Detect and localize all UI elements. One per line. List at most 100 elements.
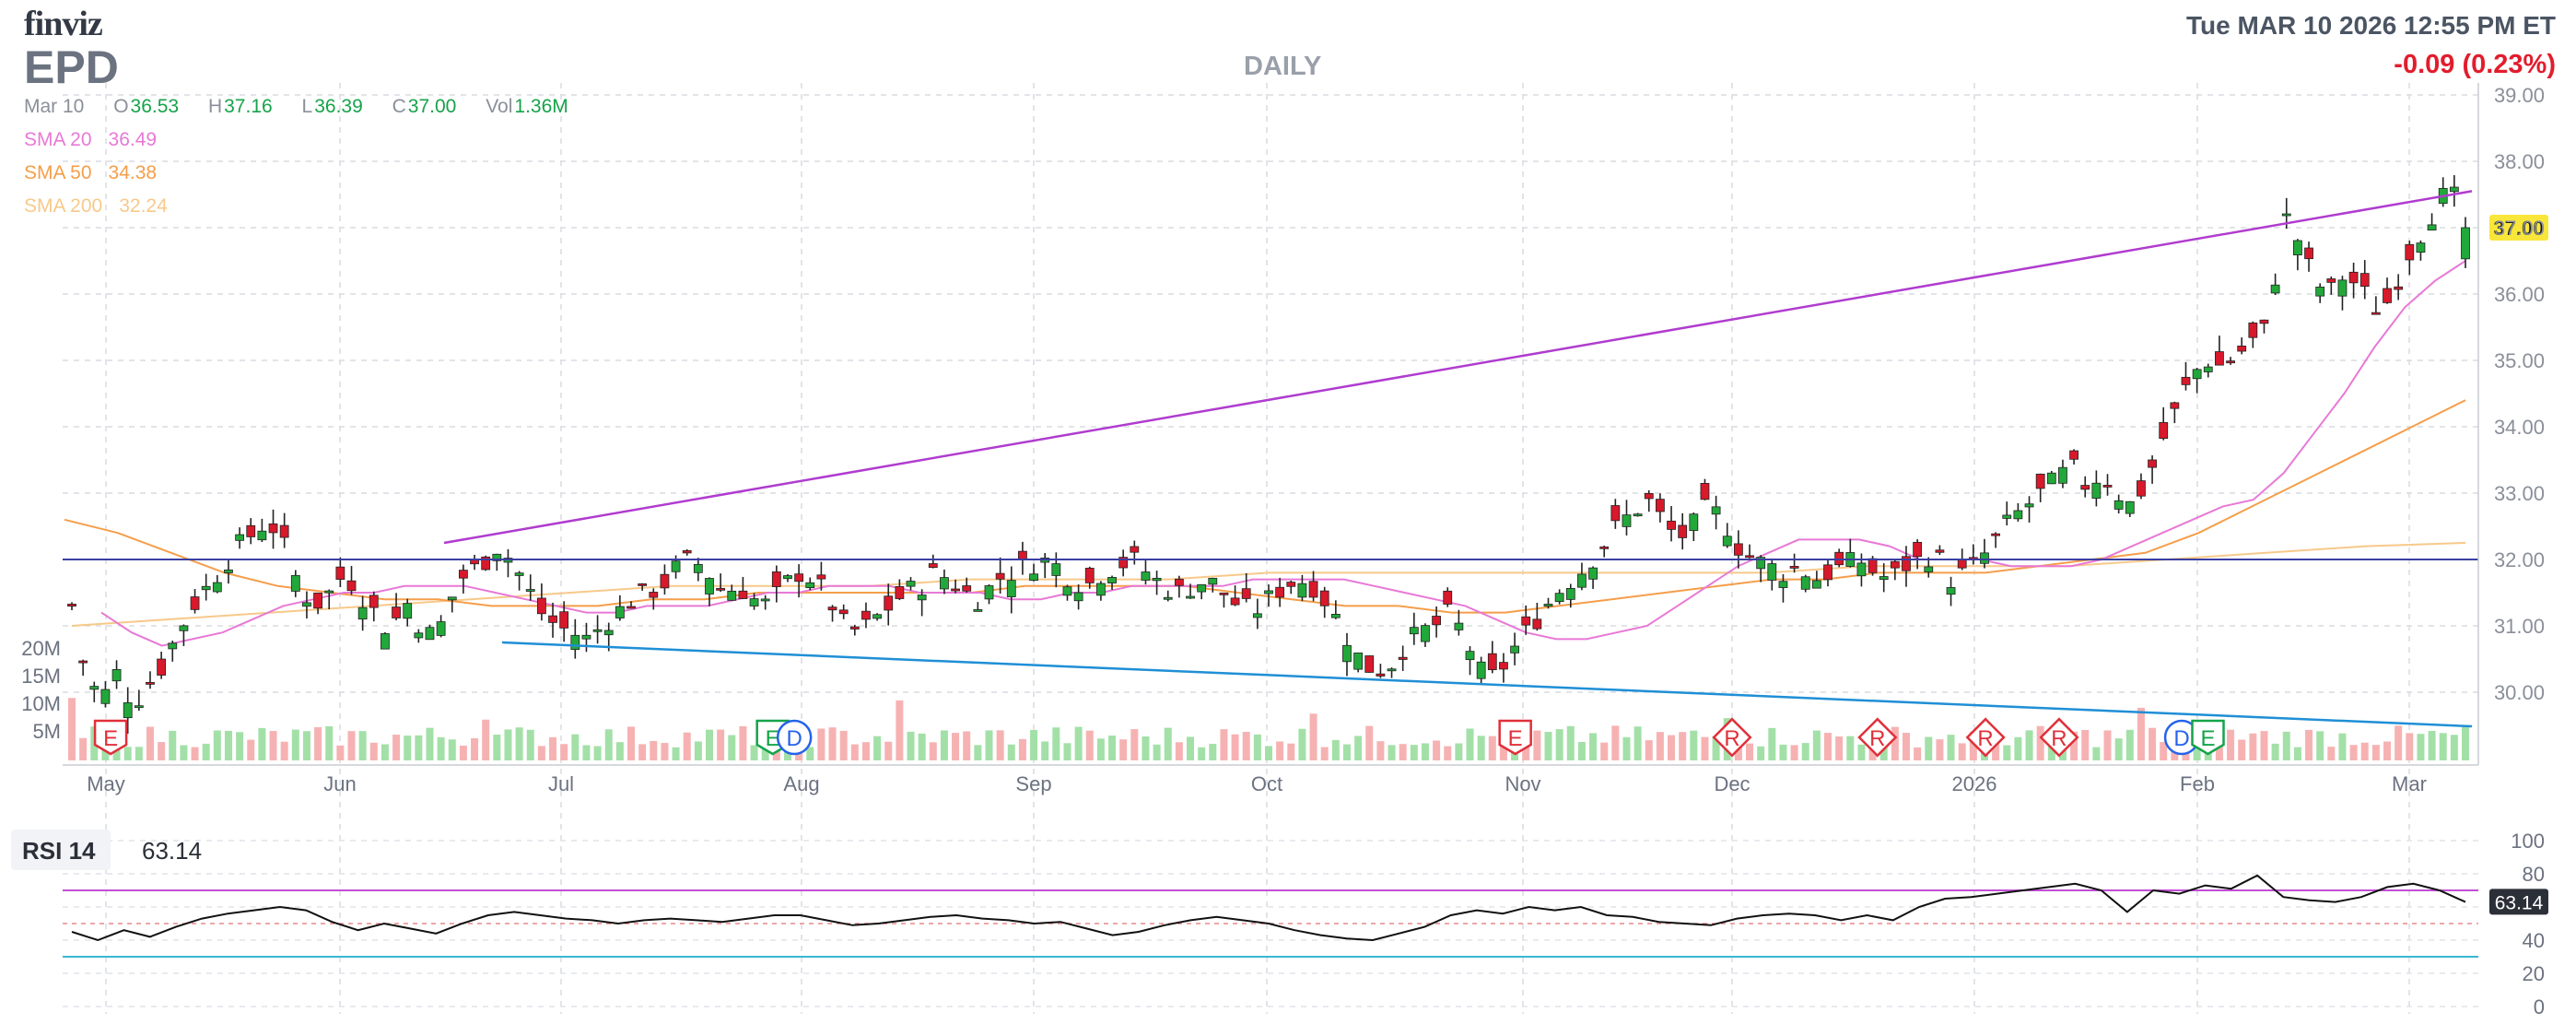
volume-bar bbox=[1555, 729, 1563, 760]
candle-body bbox=[381, 633, 390, 650]
volume-bar bbox=[1198, 747, 1206, 760]
volume-bar bbox=[739, 725, 747, 760]
event-code: E bbox=[1508, 726, 1523, 751]
volume-bar bbox=[1768, 727, 1776, 760]
volume-bar bbox=[1220, 729, 1228, 760]
event-code: R bbox=[1977, 726, 1993, 751]
volume-bar bbox=[471, 737, 479, 760]
indicator-lines bbox=[64, 260, 2466, 647]
candle-body bbox=[1398, 656, 1408, 660]
candle-body bbox=[928, 563, 938, 569]
volume-bar bbox=[2417, 734, 2425, 760]
volume-bar bbox=[2103, 730, 2112, 760]
sma20-value: 36.49 bbox=[108, 129, 158, 150]
candle-body bbox=[1543, 604, 1553, 607]
volume-bar bbox=[515, 727, 523, 760]
volume-bar bbox=[974, 745, 982, 760]
volume-bar bbox=[2137, 707, 2145, 760]
event-code: R bbox=[1724, 726, 1739, 751]
candle-body bbox=[425, 627, 435, 641]
candle-body bbox=[525, 589, 535, 592]
volume-bar bbox=[1421, 743, 1429, 760]
price-tick-label: 35.00 bbox=[2494, 349, 2545, 372]
candle-body bbox=[1800, 576, 1810, 590]
candle-body bbox=[1387, 668, 1397, 672]
candle-body bbox=[1252, 613, 1262, 618]
open-label: O bbox=[113, 96, 129, 117]
price-tick-label: 31.00 bbox=[2494, 615, 2545, 638]
candle-body bbox=[1163, 596, 1173, 600]
volume-bar bbox=[604, 729, 613, 760]
candle-body bbox=[1811, 580, 1821, 589]
volume-bar bbox=[1690, 730, 1698, 760]
candle-body bbox=[917, 595, 927, 601]
event-circle bbox=[776, 719, 813, 756]
price-tick-label: 36.00 bbox=[2494, 283, 2545, 306]
volume-bar bbox=[2260, 731, 2268, 760]
price-tick-label: 34.00 bbox=[2494, 416, 2545, 439]
sma50-legend[interactable]: SMA 50 34.38 bbox=[24, 162, 157, 184]
candle-body bbox=[2259, 319, 2269, 324]
high-value: 37.16 bbox=[224, 96, 273, 117]
volume-bar bbox=[873, 736, 882, 760]
month-label: Mar bbox=[2392, 772, 2427, 795]
candle-body bbox=[100, 689, 111, 704]
candle-body bbox=[1980, 552, 1989, 564]
candle-body bbox=[1957, 559, 1967, 569]
candle-body bbox=[1510, 645, 1519, 653]
volume-bar bbox=[1253, 734, 1261, 760]
candle-body bbox=[1767, 563, 1777, 581]
price-tick-label: 39.00 bbox=[2494, 84, 2545, 107]
volume-bar bbox=[1925, 736, 1933, 760]
volume-bar bbox=[1936, 739, 1944, 760]
volume-bar bbox=[1320, 747, 1329, 760]
candle-body bbox=[1588, 567, 1598, 580]
volume-bar bbox=[2327, 747, 2336, 760]
rsi-label-box[interactable] bbox=[11, 830, 111, 870]
candle-body bbox=[559, 611, 569, 629]
sma20-legend[interactable]: SMA 20 36.49 bbox=[24, 129, 157, 151]
candle-body bbox=[369, 595, 379, 608]
sma200-legend[interactable]: SMA 200 32.24 bbox=[24, 195, 168, 218]
candle-body bbox=[1667, 520, 1676, 530]
candle-body bbox=[1330, 614, 1341, 618]
volume-bar bbox=[1902, 733, 1910, 760]
candle-body bbox=[2002, 514, 2012, 519]
volume-bar bbox=[650, 740, 658, 760]
volume-bar bbox=[828, 727, 837, 760]
candle-body bbox=[357, 606, 368, 620]
volume-bar bbox=[1265, 746, 1272, 760]
candle-body bbox=[861, 610, 871, 620]
candle-body bbox=[1778, 581, 1788, 588]
volume-bar bbox=[861, 742, 870, 760]
candle-body bbox=[1644, 492, 1654, 500]
volume-bar bbox=[1857, 744, 1866, 760]
candle-body bbox=[884, 595, 894, 611]
candle-body bbox=[1622, 514, 1632, 527]
volume-bar bbox=[358, 731, 367, 760]
volume-bar bbox=[504, 729, 512, 760]
event-shield bbox=[1498, 719, 1532, 756]
volume-bar bbox=[884, 741, 893, 760]
volume-bar bbox=[169, 730, 177, 760]
candle-body bbox=[1879, 576, 1889, 581]
candle-body bbox=[1219, 592, 1229, 595]
candle-body bbox=[1823, 564, 1832, 581]
candle-body bbox=[146, 681, 155, 685]
volume-bar bbox=[1701, 736, 1709, 760]
volume-bar bbox=[2439, 733, 2447, 760]
candle-body bbox=[816, 574, 826, 580]
event-marker-r: R bbox=[1712, 717, 1752, 758]
candle-body bbox=[581, 634, 591, 640]
event-marker-r: R bbox=[1857, 717, 1898, 758]
candle-body bbox=[235, 534, 245, 541]
volume-bar bbox=[2338, 733, 2347, 760]
candle-body bbox=[78, 660, 88, 664]
candle-body bbox=[1913, 541, 1923, 558]
candle-body bbox=[1084, 568, 1095, 583]
finviz-logo[interactable]: finviz bbox=[24, 5, 103, 43]
candle-body bbox=[157, 658, 167, 676]
candle-body bbox=[1890, 560, 1900, 569]
event-marker-e: E bbox=[93, 719, 128, 756]
volume-bar bbox=[1746, 743, 1754, 760]
